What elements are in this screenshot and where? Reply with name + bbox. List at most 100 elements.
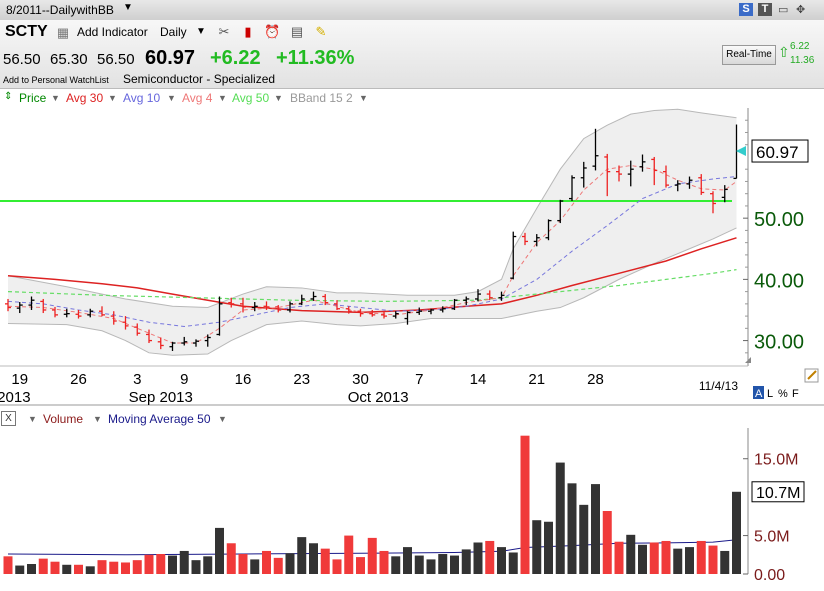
- volume-bar: [15, 565, 25, 574]
- end-date-label: 11/4/13: [699, 379, 738, 393]
- price-tick-label: 50.00: [754, 209, 804, 231]
- volume-bar: [50, 561, 60, 574]
- title-dropdown-icon[interactable]: ▼: [123, 2, 133, 13]
- volume-ma-dropdown-icon[interactable]: ▼: [218, 414, 227, 424]
- ohlc-bar: [686, 176, 693, 189]
- volume-tick-label: 15.0M: [754, 452, 798, 469]
- volume-bar: [555, 462, 565, 574]
- date-tick-label: 28: [587, 371, 604, 388]
- period-dropdown-icon[interactable]: ▼: [196, 26, 206, 37]
- symbol[interactable]: SCTY: [5, 23, 48, 40]
- print-icon[interactable]: ▦: [56, 25, 70, 40]
- ohlc-bar: [510, 231, 517, 280]
- ohlc-bar: [193, 339, 199, 347]
- overlay-price-dropdown-icon[interactable]: ▼: [51, 93, 60, 103]
- ohlc-bar: [486, 290, 493, 301]
- volume-bar: [250, 559, 260, 574]
- month-label: 2013: [0, 389, 31, 406]
- ohlc-bar: [75, 309, 82, 319]
- volume-bar: [497, 547, 506, 574]
- volume-bar: [732, 491, 741, 574]
- price-tick-label: 30.00: [754, 332, 804, 354]
- toolbar-icon[interactable]: T: [758, 3, 772, 16]
- ohlc-bar: [322, 294, 329, 306]
- overlay-avg10[interactable]: Avg 10: [123, 91, 161, 105]
- realtime-percent: 11.36: [790, 55, 815, 66]
- ohlc-bar: [63, 308, 70, 318]
- ma-dropdown-icon[interactable]: ▼: [93, 414, 102, 424]
- overlay-avg4-dropdown-icon[interactable]: ▼: [218, 93, 227, 103]
- series-line-0: [7, 237, 737, 314]
- quote-header: SCTY ▦ Add Indicator Daily ▼ ✂ ▮ ⏰ ▤ ✎ 5…: [0, 20, 824, 89]
- ohlc-bar: [439, 306, 446, 313]
- date-tick-label: 9: [180, 371, 188, 388]
- ohlc-bar: [451, 298, 458, 310]
- volume-label[interactable]: Volume: [43, 412, 84, 426]
- ohlc-bar: [40, 298, 47, 314]
- scale-a-label: A: [755, 388, 763, 400]
- volume-bar: [520, 435, 530, 574]
- ohlc-bar: [545, 219, 552, 241]
- volume-bar: [685, 547, 694, 574]
- bollinger-upper-line: [7, 108, 737, 309]
- ohlc-bar: [698, 174, 705, 195]
- ohlc-bar: [428, 308, 434, 315]
- period-select[interactable]: Daily: [160, 25, 187, 39]
- date-tick-label: 14: [470, 371, 487, 388]
- volume-bar: [85, 566, 95, 574]
- restore-icon[interactable]: ▭: [778, 4, 789, 16]
- ohlc-bar: [5, 298, 11, 312]
- volume-bar: [403, 547, 412, 574]
- ohlc-bar: [204, 334, 211, 347]
- overlay-avg50[interactable]: Avg 50: [232, 91, 270, 105]
- ohlc-bar: [310, 291, 317, 301]
- volume-ma-label[interactable]: Moving Average 50: [108, 412, 211, 426]
- overlay-avg30-dropdown-icon[interactable]: ▼: [108, 93, 117, 103]
- realtime-button[interactable]: Real-Time: [722, 45, 776, 65]
- price-tick-label: 40.00: [754, 270, 804, 292]
- scale-f-label: F: [792, 388, 799, 400]
- volume-dropdown-icon[interactable]: ▼: [28, 414, 37, 424]
- ohlc-bar: [334, 300, 340, 310]
- ohlc-bar: [87, 308, 94, 318]
- ohlc-bar: [498, 291, 505, 301]
- volume-bar: [708, 545, 718, 574]
- share-icon[interactable]: S: [739, 3, 753, 16]
- overlay-bband[interactable]: BBand 15 2: [290, 91, 353, 105]
- axes: 30.00 40.00 50.00 60.97 0.00 5.0M 15.0M 10.7M 19…: [0, 108, 824, 584]
- open-value: 56.50: [3, 51, 41, 68]
- overlay-price[interactable]: Price: [19, 91, 47, 105]
- volume-bar: [567, 483, 577, 574]
- overlay-avg30[interactable]: Avg 30: [66, 91, 104, 105]
- price-toggle-icon[interactable]: ⇕: [4, 91, 13, 102]
- volume-bar: [473, 542, 483, 574]
- overlay-avg50-dropdown-icon[interactable]: ▼: [274, 93, 283, 103]
- tools-icon[interactable]: ✂: [218, 24, 230, 39]
- ohlc-bar: [463, 296, 470, 306]
- ohlc-bar: [533, 234, 540, 247]
- note-icon[interactable]: ✎: [315, 24, 327, 39]
- overlay-avg10-dropdown-icon[interactable]: ▼: [167, 93, 176, 103]
- date-tick-label: 16: [235, 371, 252, 388]
- ohlc-bar: [651, 156, 658, 186]
- close-volume-pane-icon[interactable]: X: [1, 411, 16, 426]
- ohlc-bar: [392, 311, 399, 319]
- overlay-bband-dropdown-icon[interactable]: ▼: [359, 93, 368, 103]
- alarm-icon[interactable]: ⏰: [264, 24, 281, 39]
- overlay-avg4[interactable]: Avg 4: [182, 91, 213, 105]
- low-value: 56.50: [97, 51, 135, 68]
- resize-icon: [745, 357, 751, 363]
- move-icon[interactable]: ✥: [796, 4, 806, 16]
- volume-bar: [215, 527, 224, 574]
- chart-style-icon[interactable]: ▮: [244, 24, 252, 39]
- add-watchlist-link[interactable]: Add to Personal WatchList: [3, 75, 109, 85]
- volume-tick-label: 5.0M: [754, 529, 790, 546]
- ohlc-bar: [134, 323, 141, 336]
- volume-bar: [661, 540, 671, 574]
- ohlc-bar: [721, 185, 728, 203]
- settings-icon[interactable]: ▤: [290, 24, 304, 39]
- ohlc-bar: [110, 311, 117, 325]
- add-indicator-button[interactable]: Add Indicator: [77, 25, 148, 39]
- bollinger-lower-line: [7, 227, 737, 356]
